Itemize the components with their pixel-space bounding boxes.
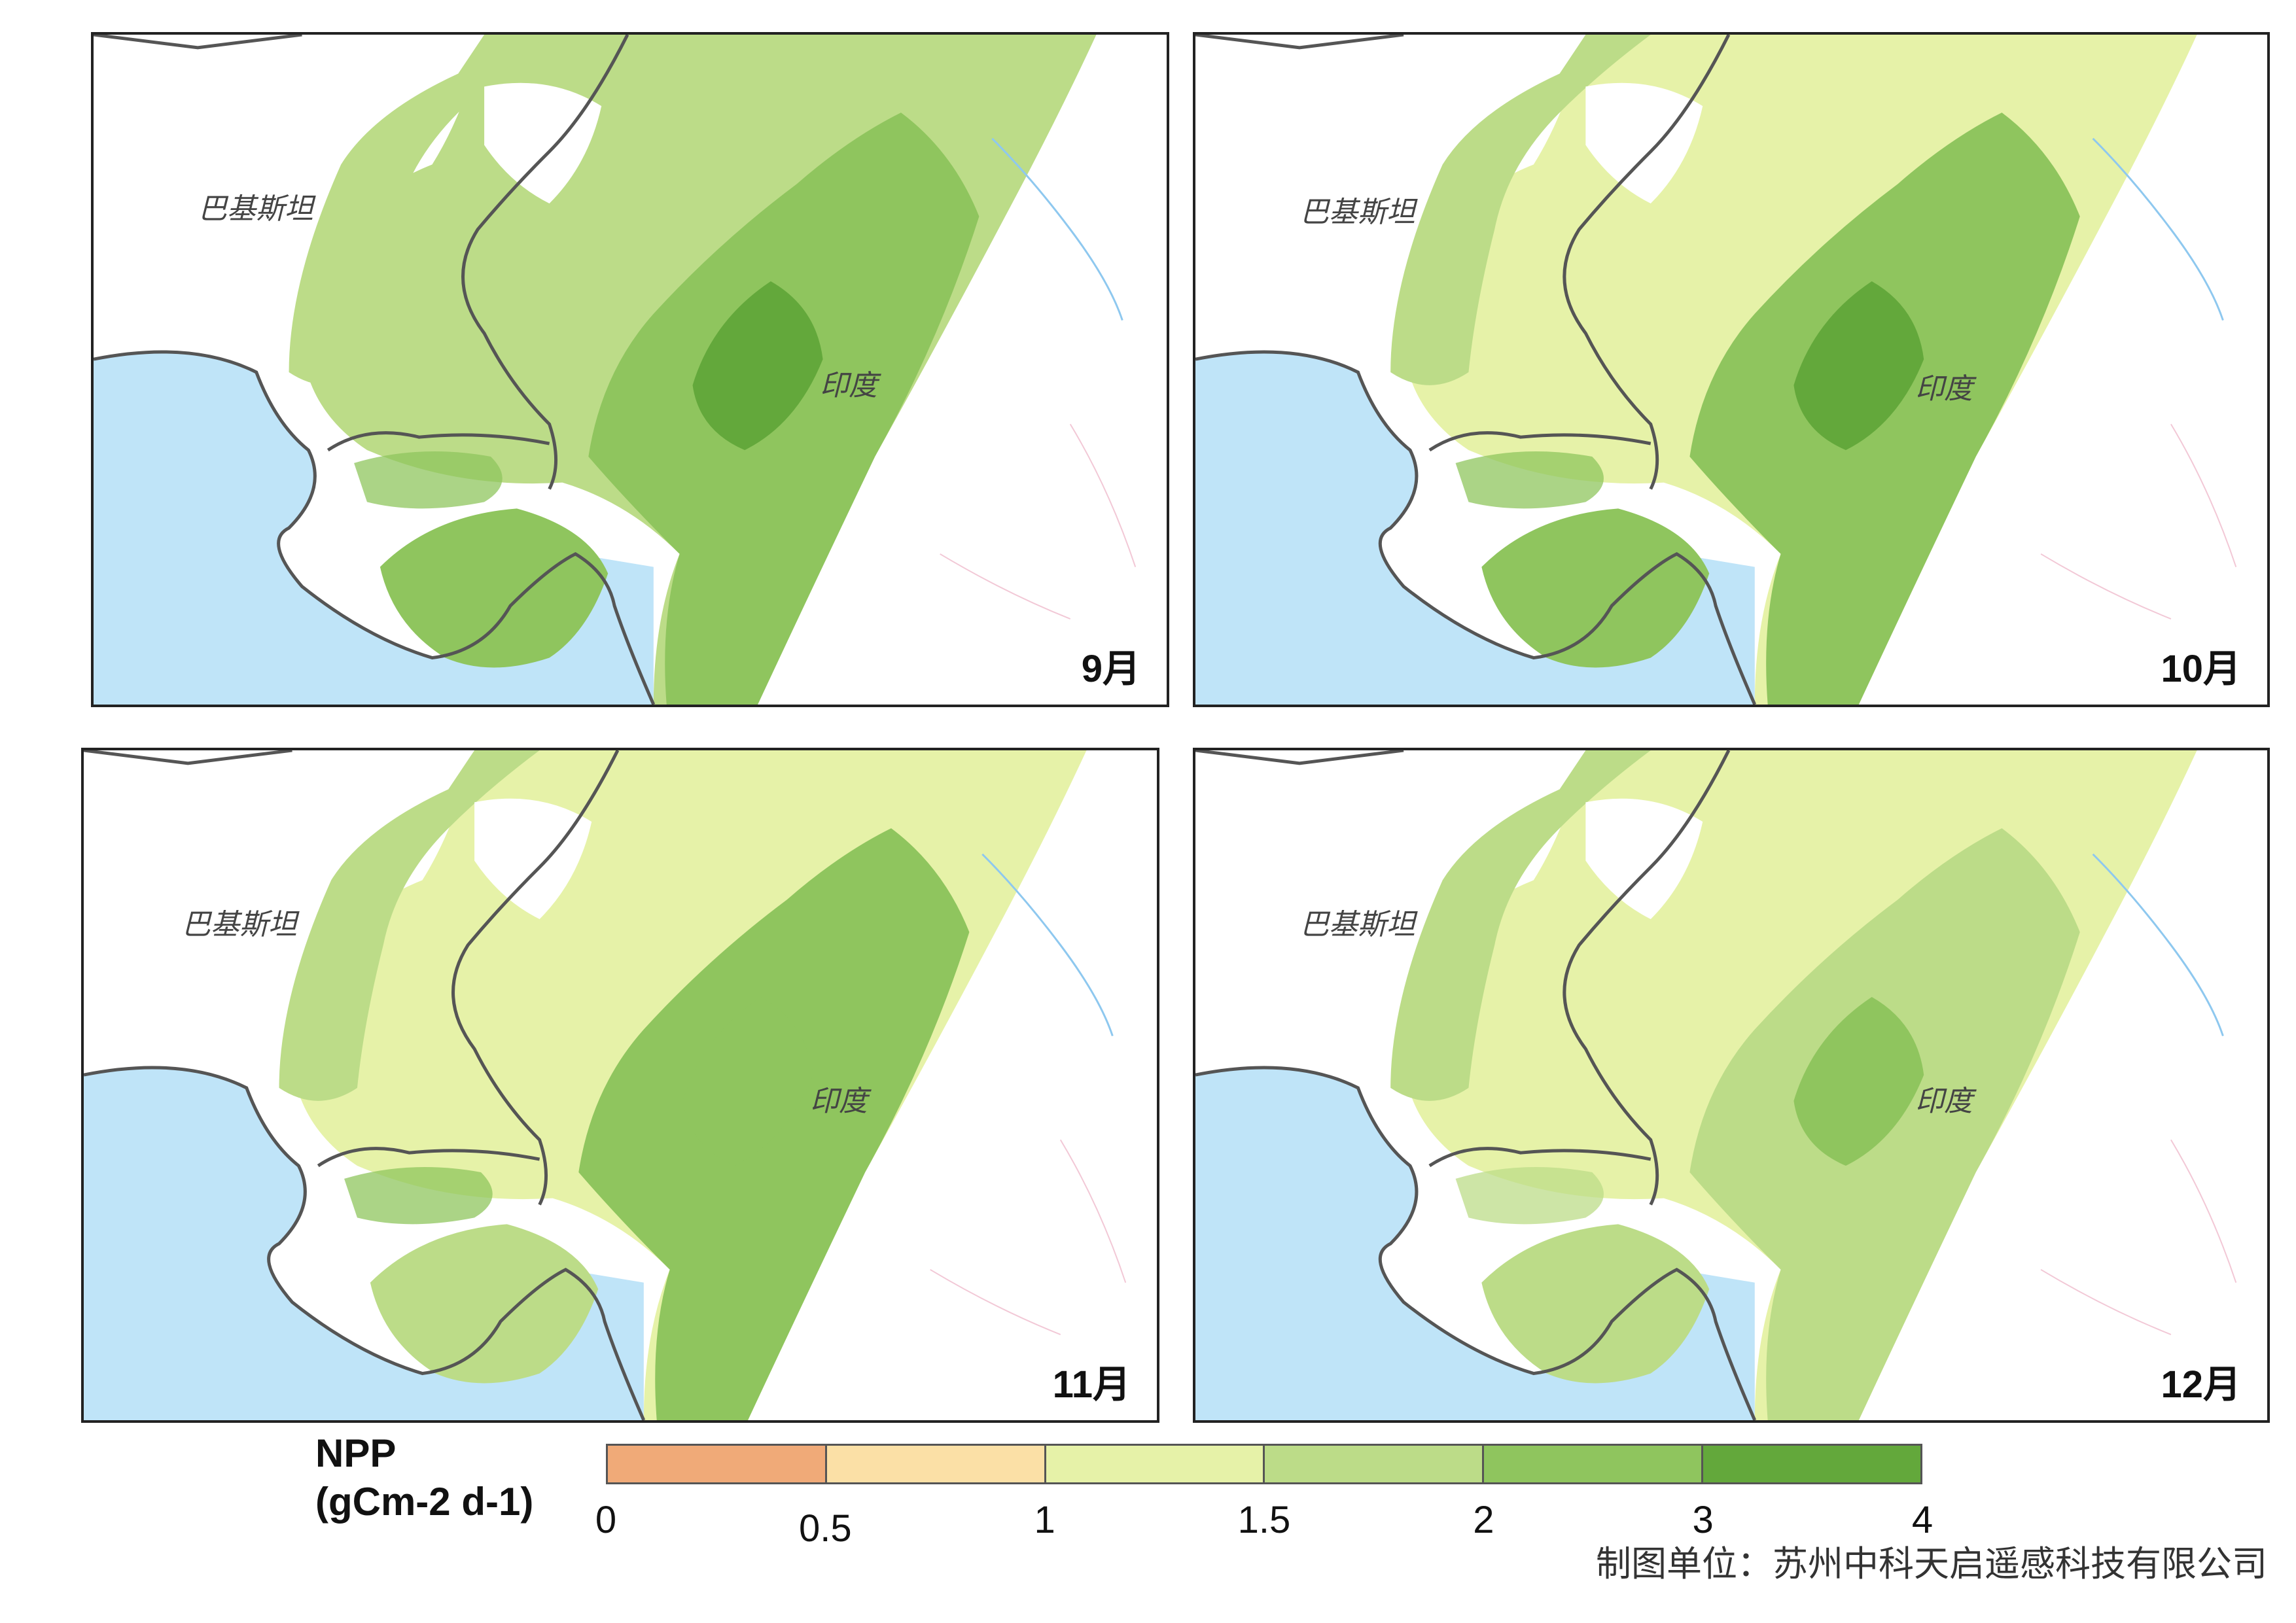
npp-region-pakistan: [289, 35, 550, 385]
legend-title-unit: (gCm-2 d-1): [315, 1480, 534, 1524]
legend-swatch-2: [1046, 1446, 1265, 1482]
legend-tick-label: 4: [1911, 1499, 1934, 1541]
legend-title-variable: NPP: [315, 1431, 397, 1475]
india-pakistan-border: [94, 35, 629, 490]
map-graphic: [84, 750, 1157, 1420]
legend-swatch-0: [608, 1446, 827, 1482]
month-label: 9月: [1081, 648, 1140, 690]
legend-color-bar: [606, 1444, 1922, 1484]
road-line: [2040, 423, 2237, 620]
india-pakistan-border: [84, 750, 620, 1206]
desert-gap: [1585, 82, 1703, 203]
npp-region-deep: [692, 281, 823, 451]
credit-text: 制图单位：苏州中科天启遥感科技有限公司: [1596, 1543, 2267, 1584]
coastline: [84, 1066, 646, 1420]
legend-tick-label: 1.5: [1237, 1499, 1291, 1541]
map-panel-nov: 巴基斯坦 印度 11月: [81, 748, 1159, 1423]
map-panel-dec: 巴基斯坦 印度 12月: [1193, 748, 2270, 1423]
legend-tick-label: 0.5: [799, 1507, 852, 1550]
month-label: 11月: [1052, 1363, 1131, 1406]
label-india: 印度: [1915, 1085, 1973, 1118]
river-line: [2092, 137, 2224, 321]
label-pakistan: 巴基斯坦: [182, 908, 297, 941]
legend-swatch-5: [1703, 1446, 1920, 1482]
coastline: [94, 350, 656, 705]
india-pakistan-border: [1195, 35, 1731, 490]
map-graphic: [1195, 35, 2267, 705]
npp-region-kutch: [1455, 451, 1604, 509]
label-pakistan: 巴基斯坦: [1300, 908, 1415, 941]
label-pakistan: 巴基斯坦: [198, 192, 313, 226]
npp-region-deep: [1793, 281, 1924, 451]
desert-gap: [484, 82, 602, 203]
month-label: 12月: [2161, 1363, 2241, 1406]
river-line: [2092, 853, 2224, 1037]
legend-swatch-4: [1484, 1446, 1704, 1482]
desert-gap: [1585, 798, 1703, 919]
river-line: [981, 853, 1114, 1037]
npp-region-deep: [682, 997, 813, 1166]
map-graphic: [94, 35, 1167, 705]
road-line: [930, 1139, 1127, 1335]
desert-gap: [474, 798, 592, 919]
label-india: 印度: [810, 1085, 868, 1118]
map-graphic: [1195, 750, 2267, 1420]
npp-region-kutch: [1455, 1167, 1604, 1225]
river-line: [991, 137, 1123, 321]
road-line: [940, 423, 1137, 620]
npp-region-pakistan: [1390, 35, 1651, 385]
npp-region-kutch: [354, 451, 503, 509]
npp-region-kutch: [344, 1167, 493, 1225]
map-panel-oct: 巴基斯坦 印度 10月: [1193, 32, 2270, 707]
npp-region-pakistan: [1390, 750, 1651, 1101]
label-india: 印度: [1915, 372, 1973, 406]
npp-region-gujarat: [1481, 1224, 1710, 1384]
legend-swatch-3: [1265, 1446, 1485, 1482]
legend-title: NPP (gCm-2 d-1): [315, 1429, 533, 1526]
india-pakistan-border: [1195, 750, 1731, 1206]
npp-region-deep: [1793, 997, 1924, 1166]
npp-region-gujarat: [1481, 508, 1710, 668]
legend-swatch-1: [826, 1446, 1046, 1482]
label-pakistan: 巴基斯坦: [1300, 196, 1415, 229]
coastline: [1195, 350, 1757, 705]
npp-region-pakistan: [279, 750, 540, 1101]
legend-tick-label: 1: [1034, 1499, 1055, 1541]
map-panel-sep: 巴基斯坦 印度 9月: [91, 32, 1169, 707]
legend-tick-label: 0: [595, 1499, 617, 1541]
road-line: [2040, 1139, 2237, 1335]
npp-region-gujarat: [370, 1224, 599, 1384]
legend-tick-label: 3: [1692, 1499, 1714, 1541]
legend-tick-label: 2: [1473, 1499, 1494, 1541]
coastline: [1195, 1066, 1757, 1420]
month-label: 10月: [2161, 648, 2241, 690]
npp-region-gujarat: [380, 508, 609, 668]
label-india: 印度: [820, 369, 877, 402]
